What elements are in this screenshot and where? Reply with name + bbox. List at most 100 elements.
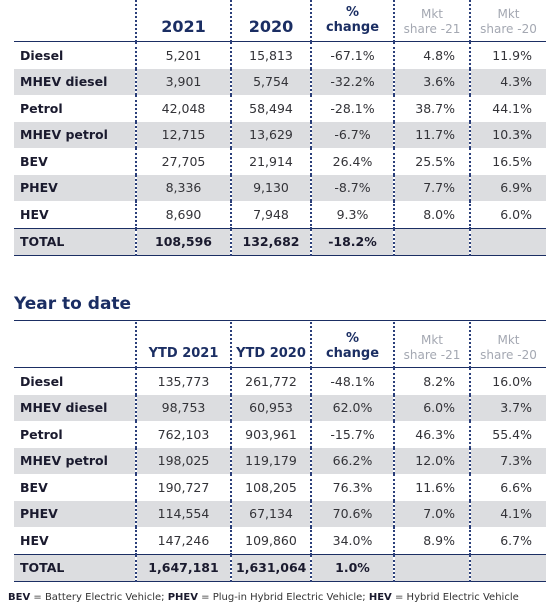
cell-share-21: 11.7% xyxy=(393,121,470,148)
cell-2020: 7,948 xyxy=(230,201,311,228)
header-2020: 2020 xyxy=(230,0,311,42)
footnote-phev-text: = Plug-in Hybrid Electric Vehicle; xyxy=(197,592,369,603)
row-label: MHEV petrol xyxy=(14,121,136,148)
row-label: MHEV petrol xyxy=(14,447,136,474)
cell-share-20: 4.3% xyxy=(469,68,546,95)
row-label: Petrol xyxy=(20,100,63,116)
cell-ytd-2021: 198,025 xyxy=(135,447,231,474)
cell-share-21 xyxy=(393,227,470,256)
header-percent-change: % change xyxy=(310,322,394,368)
cell-share-20: 16.0% xyxy=(469,367,546,395)
table-row-petrol: Petrol 762,103 903,961 -15.7% 46.3% 55.4… xyxy=(14,421,546,448)
cell-change: -6.7% xyxy=(310,121,394,148)
cell-share-21: 4.8% xyxy=(393,41,470,69)
cell-share-20: 6.7% xyxy=(469,527,546,554)
cell-share-21 xyxy=(393,553,470,582)
header-share-21: Mkt share -21 xyxy=(393,0,470,42)
cell-share-21: 7.7% xyxy=(393,174,470,201)
cell-share-21: 11.6% xyxy=(393,474,470,501)
table-header-row: YTD 2021 YTD 2020 % change Mkt share -21 M… xyxy=(14,322,546,368)
cell-2021: 3,901 xyxy=(135,68,231,95)
row-label: PHEV xyxy=(14,500,136,527)
row-label: Diesel xyxy=(20,373,64,389)
cell-2021: 27,705 xyxy=(135,148,231,175)
cell-ytd-2020: 109,860 xyxy=(230,527,311,554)
header-ytd-2020: YTD 2020 xyxy=(230,322,311,368)
row-label: BEV xyxy=(20,479,48,495)
cell-change: -32.2% xyxy=(310,68,394,95)
abbreviations-footnote: BEV = Battery Electric Vehicle; PHEV = P… xyxy=(8,592,519,603)
footnote-hev-text: = Hybrid Electric Vehicle xyxy=(391,592,519,603)
cell-share-20: 7.3% xyxy=(469,447,546,474)
table-row-mhev-petrol: MHEV petrol 12,715 13,629 -6.7% 11.7% 10… xyxy=(14,121,546,148)
cell-ytd-2021: 190,727 xyxy=(135,474,231,501)
cell-2021: 12,715 xyxy=(135,121,231,148)
cell-ytd-2020: 108,205 xyxy=(230,474,311,501)
table-row-mhev-diesel: MHEV diesel 98,753 60,953 62.0% 6.0% 3.7… xyxy=(14,394,546,421)
cell-change: -18.2% xyxy=(310,227,394,256)
cell-2020: 9,130 xyxy=(230,174,311,201)
cell-2021: 5,201 xyxy=(135,41,231,69)
row-label: HEV xyxy=(20,206,49,222)
header-fuel-type xyxy=(14,322,136,368)
cell-share-21: 38.7% xyxy=(393,95,470,122)
cell-share-21: 12.0% xyxy=(393,447,470,474)
cell-change: -15.7% xyxy=(310,421,394,448)
cell-ytd-2020: 1,631,064 xyxy=(230,553,311,582)
cell-change: 1.0% xyxy=(310,553,394,582)
table-header-row: 2021 2020 % change Mkt share -21 Mkt share … xyxy=(14,0,546,42)
row-label: BEV xyxy=(20,153,48,169)
cell-share-20: 6.0% xyxy=(469,201,546,228)
row-label: TOTAL xyxy=(14,553,136,582)
cell-ytd-2021: 1,647,181 xyxy=(135,553,231,582)
cell-change: 34.0% xyxy=(310,527,394,554)
cell-2020: 13,629 xyxy=(230,121,311,148)
cell-share-20: 4.1% xyxy=(469,500,546,527)
table-row-total: TOTAL 108,596 132,682 -18.2% xyxy=(14,227,546,256)
table-row-diesel: Diesel 135,773 261,772 -48.1% 8.2% 16.0% xyxy=(14,367,546,395)
cell-share-21: 7.0% xyxy=(393,500,470,527)
footnote-bev-text: = Battery Electric Vehicle; xyxy=(30,592,168,603)
cell-ytd-2020: 60,953 xyxy=(230,394,311,421)
cell-share-20: 10.3% xyxy=(469,121,546,148)
cell-2021: 8,336 xyxy=(135,174,231,201)
row-label: Diesel xyxy=(20,47,64,63)
cell-change: 62.0% xyxy=(310,394,394,421)
cell-2020: 21,914 xyxy=(230,148,311,175)
cell-share-21: 8.0% xyxy=(393,201,470,228)
table-row-bev: BEV 27,705 21,914 26.4% 25.5% 16.5% xyxy=(14,148,546,175)
cell-ytd-2021: 147,246 xyxy=(135,527,231,554)
cell-change: -8.7% xyxy=(310,174,394,201)
table-row-mhev-diesel: MHEV diesel 3,901 5,754 -32.2% 3.6% 4.3% xyxy=(14,68,546,95)
table-row-hev: HEV 147,246 109,860 34.0% 8.9% 6.7% xyxy=(14,527,546,554)
cell-share-21: 46.3% xyxy=(393,421,470,448)
cell-2021: 108,596 xyxy=(135,227,231,256)
footnote-hev-abbr: HEV xyxy=(368,592,392,603)
cell-ytd-2020: 67,134 xyxy=(230,500,311,527)
table-row-phev: PHEV 114,554 67,134 70.6% 7.0% 4.1% xyxy=(14,500,546,527)
cell-change: 66.2% xyxy=(310,447,394,474)
cell-2021: 8,690 xyxy=(135,201,231,228)
cell-ytd-2021: 762,103 xyxy=(135,421,231,448)
cell-change: -67.1% xyxy=(310,41,394,69)
cell-ytd-2020: 261,772 xyxy=(230,367,311,395)
cell-2020: 132,682 xyxy=(230,227,311,256)
cell-change: -28.1% xyxy=(310,95,394,122)
table-row-bev: BEV 190,727 108,205 76.3% 11.6% 6.6% xyxy=(14,474,546,501)
cell-share-20: 11.9% xyxy=(469,41,546,69)
cell-2020: 5,754 xyxy=(230,68,311,95)
header-share-21: Mkt share -21 xyxy=(393,322,470,368)
table-row-phev: PHEV 8,336 9,130 -8.7% 7.7% 6.9% xyxy=(14,174,546,201)
cell-change: -48.1% xyxy=(310,367,394,395)
section-divider xyxy=(14,320,546,321)
header-ytd-2021: YTD 2021 xyxy=(135,322,231,368)
row-label: PHEV xyxy=(14,174,136,201)
cell-share-21: 8.2% xyxy=(393,367,470,395)
cell-change: 70.6% xyxy=(310,500,394,527)
row-label: HEV xyxy=(20,532,49,548)
header-percent-change: % change xyxy=(310,0,394,42)
footnote-phev-abbr: PHEV xyxy=(167,592,198,603)
cell-ytd-2020: 903,961 xyxy=(230,421,311,448)
table-row-petrol: Petrol 42,048 58,494 -28.1% 38.7% 44.1% xyxy=(14,95,546,122)
row-label: Petrol xyxy=(20,426,63,442)
